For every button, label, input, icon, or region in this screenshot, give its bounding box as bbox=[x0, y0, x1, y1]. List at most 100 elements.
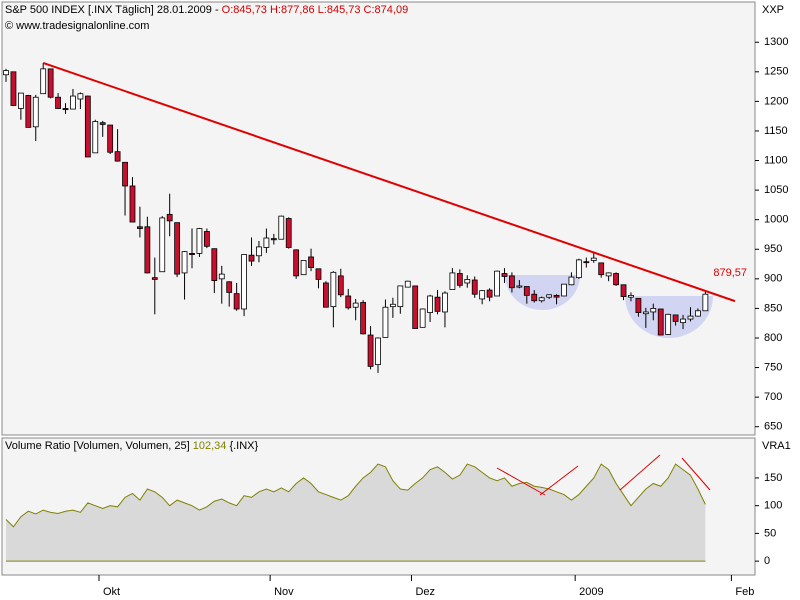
axis-label: VRA1 bbox=[762, 440, 791, 452]
candle-body bbox=[278, 215, 285, 240]
candle-body bbox=[293, 249, 300, 277]
axis-label: XXP bbox=[762, 4, 784, 16]
candle-body bbox=[404, 280, 411, 288]
candle-body bbox=[672, 314, 679, 322]
indicator-trendline bbox=[539, 465, 579, 496]
y-tick-label: 750 bbox=[764, 361, 782, 373]
candle-body bbox=[702, 293, 709, 312]
candle-body bbox=[665, 313, 672, 335]
symbol-text: S&P 500 INDEX [.INX Täglich] 28.01.2009 … bbox=[5, 4, 219, 16]
candle-body bbox=[203, 231, 210, 247]
candle-body bbox=[129, 185, 136, 223]
candle-body bbox=[620, 284, 627, 297]
candle-body bbox=[107, 124, 114, 153]
candle-body bbox=[695, 310, 701, 317]
candle-body bbox=[434, 296, 441, 312]
area-line bbox=[5, 463, 706, 528]
candle-body bbox=[479, 290, 486, 300]
indicator-name: Volume Ratio [Volumen, Volumen, 25] bbox=[5, 440, 190, 452]
y-tick-label: 1100 bbox=[764, 154, 788, 166]
candle-body bbox=[635, 297, 642, 313]
indicator-symbol: {.INX} bbox=[229, 440, 258, 452]
y-tick-label: 1200 bbox=[764, 95, 788, 107]
chart-title: S&P 500 INDEX [.INX Täglich] 28.01.2009 … bbox=[5, 4, 408, 16]
candle-body bbox=[226, 281, 233, 293]
candle-body bbox=[598, 262, 605, 276]
candle-body bbox=[613, 273, 619, 286]
candle-body bbox=[218, 273, 225, 280]
candle-body bbox=[419, 308, 426, 328]
candle-body bbox=[211, 248, 218, 282]
source: © www.tradesignalonline.com bbox=[5, 20, 149, 32]
candle-body bbox=[345, 295, 352, 309]
indicator-trendline bbox=[496, 467, 546, 496]
x-tick-label: Feb bbox=[735, 586, 754, 598]
candle-body bbox=[300, 260, 307, 276]
candle-body bbox=[367, 334, 374, 367]
candle-body bbox=[687, 315, 694, 320]
candle-body bbox=[17, 92, 24, 109]
x-tick-label: Okt bbox=[103, 586, 120, 598]
candle-body bbox=[174, 222, 181, 275]
candle-body bbox=[442, 292, 448, 313]
y-tick-label: 1300 bbox=[764, 36, 788, 48]
candle-body bbox=[382, 306, 389, 338]
indicator-last: 102,34 bbox=[193, 440, 227, 452]
y-tick-label: 100 bbox=[764, 500, 782, 512]
trendline bbox=[42, 61, 736, 303]
y-tick-label: 950 bbox=[764, 243, 782, 255]
candle-body bbox=[531, 293, 538, 302]
candle-body bbox=[330, 271, 337, 308]
candle-body bbox=[657, 308, 664, 336]
candle-body bbox=[449, 272, 456, 290]
x-tick-label: Dez bbox=[415, 586, 435, 598]
candle-body bbox=[412, 285, 419, 329]
candle-body bbox=[471, 279, 478, 295]
candle-body bbox=[538, 297, 545, 302]
y-tick-label: 50 bbox=[764, 527, 776, 539]
candle-body bbox=[650, 308, 657, 313]
candle-body bbox=[114, 151, 121, 162]
y-tick-label: 900 bbox=[764, 273, 782, 285]
candle-body bbox=[605, 272, 612, 277]
candle-body bbox=[166, 213, 173, 222]
candle-body bbox=[263, 237, 270, 248]
candle-body bbox=[546, 294, 553, 298]
candle-body bbox=[25, 95, 32, 128]
candle-body bbox=[3, 70, 9, 76]
candle-body bbox=[568, 276, 575, 286]
candle-body bbox=[516, 285, 523, 288]
candle-body bbox=[575, 259, 582, 279]
candle-body bbox=[159, 217, 166, 273]
candle-body bbox=[70, 95, 76, 110]
y-tick-label: 800 bbox=[764, 332, 782, 344]
area-fill bbox=[6, 464, 706, 562]
y-tick-label: 150 bbox=[764, 472, 782, 484]
candle-body bbox=[337, 275, 344, 296]
candle-body bbox=[270, 238, 277, 241]
y-tick-label: 1000 bbox=[764, 214, 788, 226]
candle-body bbox=[40, 68, 47, 95]
candle-body bbox=[137, 226, 143, 229]
candle-body bbox=[315, 268, 322, 280]
y-tick-label: 700 bbox=[764, 391, 782, 403]
candle-body bbox=[553, 294, 560, 298]
candle-body bbox=[628, 294, 634, 298]
candle-body bbox=[99, 122, 106, 125]
candle-body bbox=[352, 302, 359, 308]
candle-body bbox=[196, 228, 203, 254]
candle-body bbox=[10, 71, 17, 106]
candle-body bbox=[501, 273, 508, 277]
candle-body bbox=[561, 283, 567, 297]
candle-body bbox=[92, 121, 99, 154]
y-tick-label: 1150 bbox=[764, 125, 788, 137]
bowl-shape bbox=[505, 275, 580, 311]
candle-body bbox=[680, 318, 686, 324]
y-tick-label: 650 bbox=[764, 421, 782, 433]
candle-body bbox=[642, 311, 649, 315]
indicator-title: Volume Ratio [Volumen, Volumen, 25] 102,… bbox=[5, 440, 259, 452]
candle-body bbox=[77, 93, 84, 100]
candle-body bbox=[256, 246, 262, 257]
